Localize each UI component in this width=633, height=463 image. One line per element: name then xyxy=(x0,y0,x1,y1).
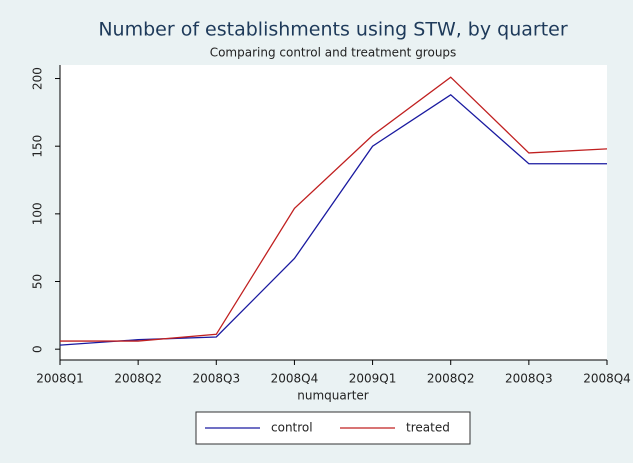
y-tick-label: 0 xyxy=(31,345,45,353)
x-tick-label: 2009Q1 xyxy=(349,372,397,386)
plot-area xyxy=(60,65,607,360)
x-tick-label: 2008Q3 xyxy=(192,372,240,386)
y-tick-label: 200 xyxy=(31,67,45,90)
x-tick-label: 2008Q3 xyxy=(505,372,553,386)
x-tick-label: 2008Q2 xyxy=(427,372,475,386)
x-tick-label: 2008Q4 xyxy=(271,372,319,386)
chart-title: Number of establishments using STW, by q… xyxy=(98,19,568,41)
x-axis-label: numquarter xyxy=(297,389,368,403)
x-tick-label: 2008Q4 xyxy=(583,372,631,386)
legend-label: treated xyxy=(406,421,450,435)
legend-label: control xyxy=(271,421,313,435)
y-tick-label: 100 xyxy=(31,202,45,225)
y-tick-label: 150 xyxy=(31,135,45,158)
y-tick-label: 50 xyxy=(31,274,45,289)
series-line xyxy=(60,76,608,342)
chart-subtitle: Comparing control and treatment groups xyxy=(210,46,457,60)
x-tick-label: 2008Q2 xyxy=(114,372,162,386)
x-tick-label: 2008Q1 xyxy=(36,372,84,386)
series-line xyxy=(59,93,607,346)
